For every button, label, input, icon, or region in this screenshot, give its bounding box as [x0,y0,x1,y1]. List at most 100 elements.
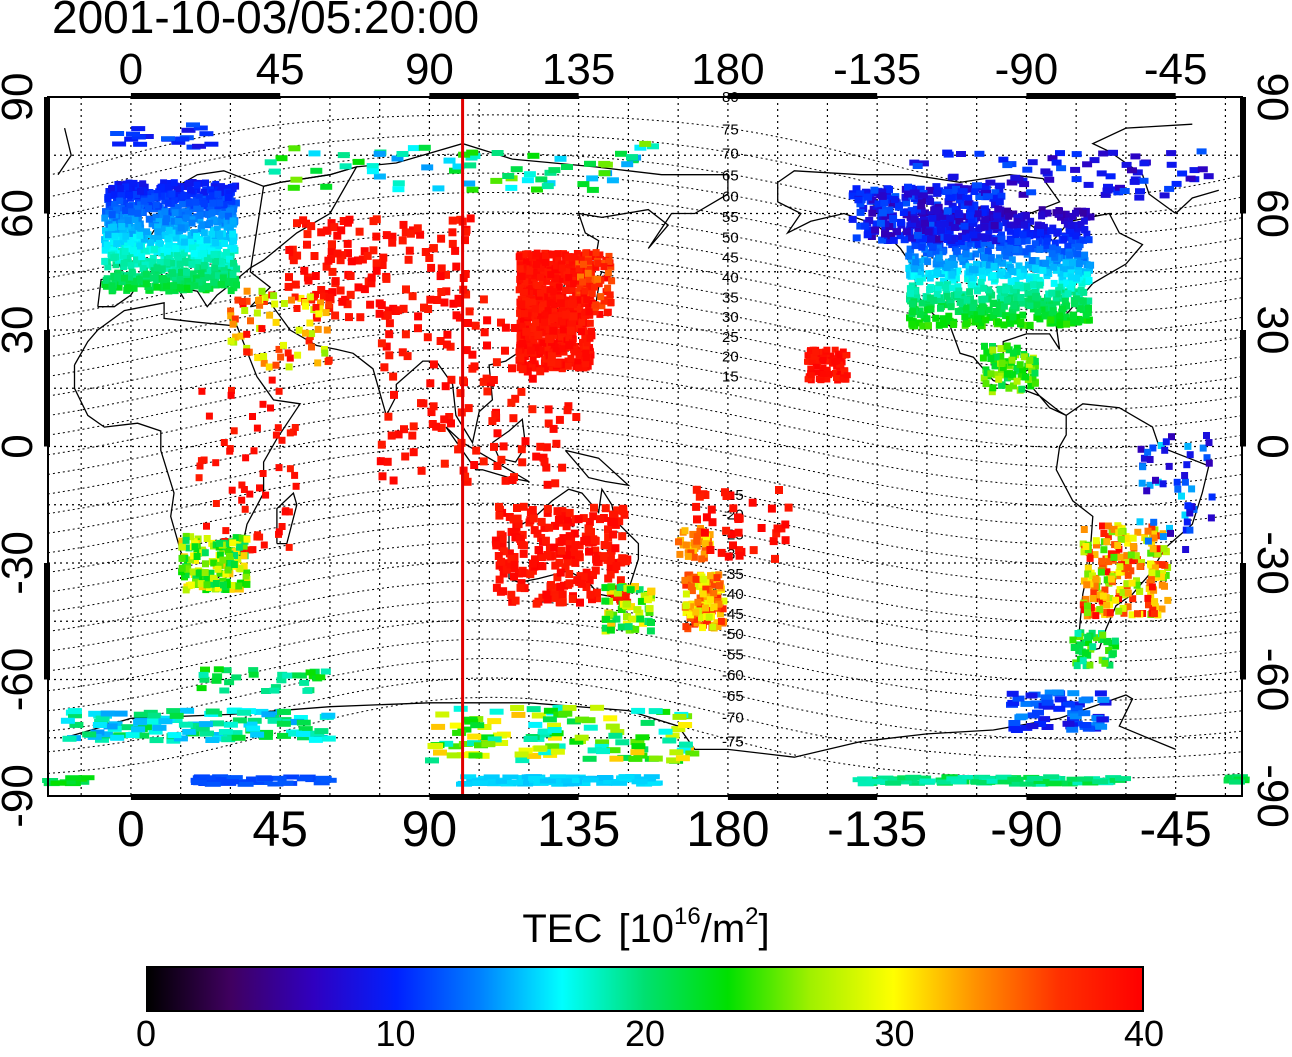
tec-point [1150,518,1158,526]
tec-point [214,565,222,573]
tec-point [425,757,439,764]
tec-point [253,309,261,317]
tec-point [1138,177,1149,184]
tec-point [205,412,213,420]
tec-point [1087,213,1095,221]
tec-point [220,439,228,446]
tec-point [1184,442,1192,450]
tec-point [541,311,549,319]
tec-point [489,708,504,715]
tec-point [1087,603,1095,611]
tec-point [962,246,970,254]
tec-point [1076,305,1084,313]
tec-point [1171,180,1182,187]
tec-point [995,198,1004,206]
tec-point [293,251,302,260]
tec-point [1013,377,1021,385]
tec-point [232,333,240,341]
tec-point [558,264,566,272]
tec-point [806,348,814,355]
tec-point [1034,721,1047,727]
tec-point [267,404,274,412]
tec-point [443,157,456,164]
tec-point [209,226,217,234]
tec-point [208,209,216,217]
tec-point [223,217,231,225]
tec-point [233,281,240,289]
tec-point [229,271,237,278]
tec-point [979,303,987,311]
tec-point [692,502,701,511]
tec-point [913,231,922,239]
tec-point [228,279,236,287]
tec-point [540,293,548,301]
tec-point [100,710,115,717]
tec-point [1045,245,1053,253]
tec-point [706,546,715,554]
tec-point [622,600,631,608]
tec-point [1042,228,1050,236]
tec-point [69,721,84,728]
tec-point [1112,642,1120,650]
tec-point [509,515,518,524]
tec-point [1017,294,1025,301]
tec-point [552,704,567,711]
tec-point [181,127,196,133]
tec-point [1134,528,1142,536]
tec-point [666,757,681,764]
tec-point [912,205,921,213]
tec-point [541,183,554,190]
tec-point [1009,371,1017,379]
tec-point [515,757,530,764]
tec-point [1150,534,1158,542]
tec-point [927,305,935,313]
tec-point [999,345,1007,353]
tec-point [978,267,985,275]
tec-point [521,278,529,286]
tec-point [286,465,294,473]
tec-point [189,568,197,576]
tec-point [1097,696,1110,703]
tec-point [221,240,228,247]
tec-point [182,532,190,540]
tec-point [540,523,549,532]
tec-point [997,353,1005,361]
tec-point [896,232,905,240]
tec-point [165,264,173,272]
tec-point [1189,167,1200,174]
tec-point [194,263,202,271]
tec-point [1010,221,1018,229]
tec-point [548,734,562,741]
tec-point [921,219,929,227]
tec-point [147,195,155,203]
tec-point [982,316,990,324]
tec-point [646,627,655,635]
tec-point [466,186,479,193]
tec-point [1181,511,1189,519]
tec-point [972,182,982,189]
tec-point [1149,545,1157,553]
tec-point [344,249,352,258]
tec-point [454,298,463,307]
tec-point [839,348,847,355]
tec-point [1133,577,1140,585]
tec-point [212,500,220,507]
tec-point [581,717,596,724]
tec-point [609,510,617,519]
tec-point [331,311,340,320]
tec-point [687,583,695,591]
tec-point [1085,297,1093,305]
tec-point [528,721,543,728]
tec-point [609,530,618,539]
tec-point [1091,551,1099,559]
tec-point [222,527,230,535]
tec-point [526,570,535,579]
tec-point [1083,602,1091,610]
contour-label: 30 [722,309,739,326]
tec-point [204,141,219,147]
tec-point [394,430,403,439]
tec-point [298,726,313,733]
tec-point [939,319,947,327]
tec-point [945,194,956,201]
tec-point [219,556,227,564]
